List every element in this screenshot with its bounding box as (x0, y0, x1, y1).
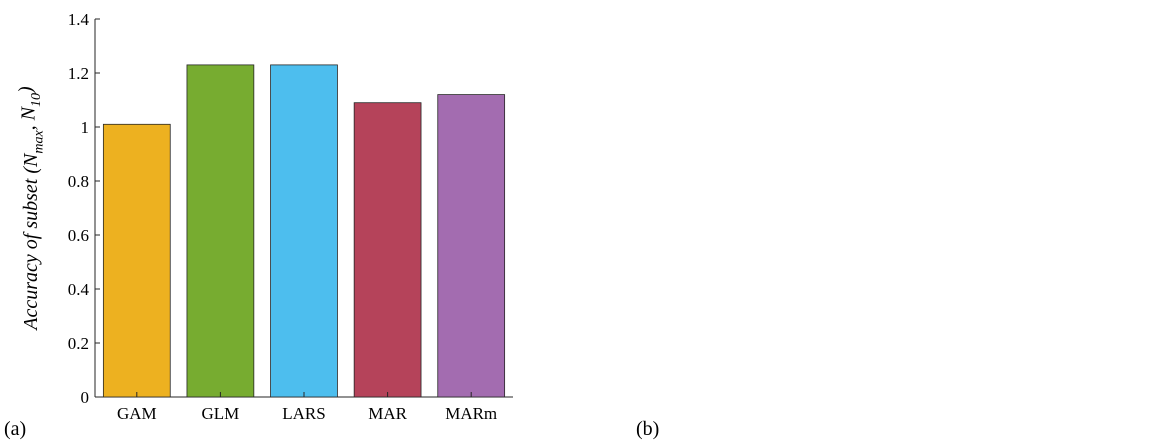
chart-a-category-label: LARS (282, 404, 325, 423)
chart-a-bar-glm (186, 64, 255, 398)
chart-a-ytick-label: 1 (81, 118, 90, 137)
chart-a-bar-gam (102, 123, 171, 398)
chart-a-category-label: GLM (202, 404, 240, 423)
chart-a-ytick-label: 1.2 (68, 64, 89, 83)
chart-a-bar-mar (353, 102, 422, 398)
chart-a-ytick-label: 1.4 (68, 10, 90, 29)
chart-a-category-label: GAM (117, 404, 157, 423)
chart-a: 0 0.2 0.4 0.6 0.8 1 1.2 1.4 GAM GLM LARS MAR MARm Acc… (15, 10, 513, 423)
chart-a-bar-lars (270, 64, 338, 398)
chart-a-ytick-label: 0 (81, 388, 90, 407)
chart-a-category-label: MAR (368, 404, 407, 423)
chart-a-category-label: MARm (445, 404, 497, 423)
chart-a-ytick-label: 0.4 (68, 280, 90, 299)
chart-a-ylabel: Accuracy of subset (Nmax, N10) (15, 86, 46, 332)
chart-a-ytick-label: 0.6 (68, 226, 89, 245)
chart-a-ytick-label: 0.2 (68, 334, 89, 353)
chart-a-ytick-label: 0.8 (68, 172, 89, 191)
panel-letter-b: (b) (636, 418, 660, 440)
panel-letter-a: (a) (4, 418, 27, 440)
chart-a-bar-marm (437, 94, 506, 398)
chart-b: 00.20.40.60.811.21.4GAMGLMLARSMARMARmRMS… (615, 0, 1175, 445)
